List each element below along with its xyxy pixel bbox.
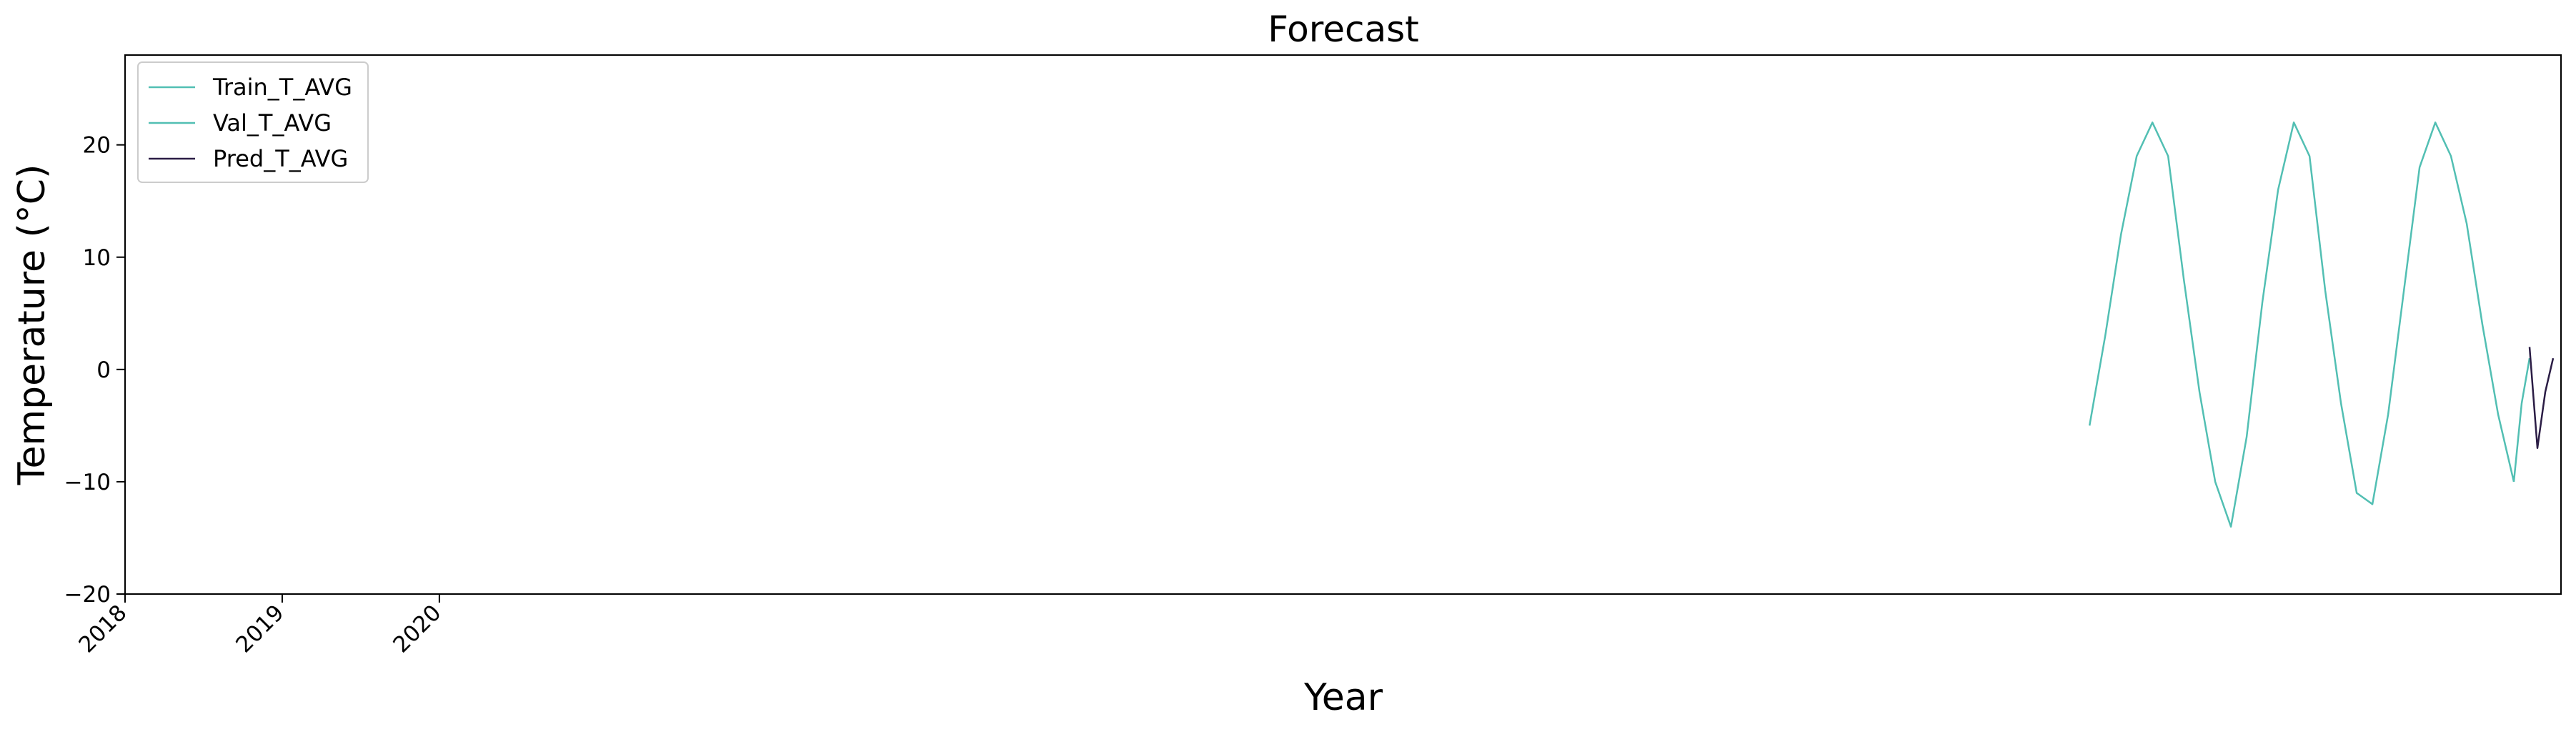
x-tick-label: 2020 <box>388 600 446 658</box>
y-tick-label: 10 <box>83 245 111 271</box>
y-tick-label: −20 <box>64 582 111 608</box>
legend-label-pred: Pred_T_AVG <box>213 145 348 172</box>
chart-title: Forecast <box>1268 9 1419 50</box>
y-axis-label: Temperature (°C) <box>11 164 54 486</box>
series-line-train <box>2088 122 2515 528</box>
y-tick-label: 20 <box>83 133 111 159</box>
legend-label-train: Train_T_AVG <box>212 74 352 101</box>
x-axis-ticks: 2018 2019 2020 <box>74 594 447 658</box>
y-axis-ticks: −20 −10 0 10 20 <box>64 133 125 608</box>
x-tick-label: 2019 <box>231 600 289 658</box>
legend-box <box>137 61 369 183</box>
plot-frame <box>124 54 2562 595</box>
x-tick-label: 2018 <box>74 600 131 658</box>
plot-lines <box>2088 122 2555 528</box>
y-tick-label: 0 <box>96 357 111 383</box>
series-line-val <box>2512 357 2531 483</box>
y-tick-label: −10 <box>64 470 111 495</box>
legend: Train_T_AVG Val_T_AVG Pred_T_AVG <box>137 61 369 183</box>
series-line-pred <box>2528 347 2555 450</box>
x-axis-label: Year <box>1303 676 1383 719</box>
legend-label-val: Val_T_AVG <box>213 109 332 137</box>
